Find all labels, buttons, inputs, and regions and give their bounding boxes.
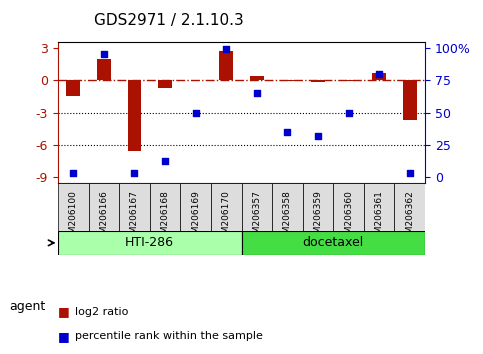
Text: GSM206166: GSM206166 [99,190,108,245]
FancyBboxPatch shape [211,183,242,231]
Point [70,171,77,176]
Text: GSM206168: GSM206168 [160,190,170,245]
Bar [341,80,355,81]
FancyBboxPatch shape [58,231,242,255]
Text: GSM206358: GSM206358 [283,190,292,245]
Bar [250,76,264,80]
Bar [66,80,80,96]
FancyBboxPatch shape [303,183,333,231]
FancyBboxPatch shape [242,231,425,255]
Bar [403,80,417,120]
Bar [219,51,233,80]
Text: docetaxel: docetaxel [303,236,364,249]
Point [406,171,413,176]
Point [375,71,383,76]
FancyBboxPatch shape [150,183,180,231]
Point [130,171,138,176]
Point [284,129,291,135]
Bar [158,80,172,88]
Point [314,133,322,139]
Bar [311,80,325,82]
Text: GSM206100: GSM206100 [69,190,78,245]
Bar [97,59,111,80]
Point [222,46,230,52]
Text: HTI-286: HTI-286 [125,236,174,249]
FancyBboxPatch shape [119,183,150,231]
FancyBboxPatch shape [364,183,395,231]
Text: percentile rank within the sample: percentile rank within the sample [75,331,263,341]
FancyBboxPatch shape [180,183,211,231]
FancyBboxPatch shape [88,183,119,231]
Bar [372,73,386,80]
Text: log2 ratio: log2 ratio [75,307,128,316]
Text: GSM206362: GSM206362 [405,190,414,245]
Text: ■: ■ [58,330,70,343]
Text: ■: ■ [58,305,70,318]
FancyBboxPatch shape [395,183,425,231]
Point [192,110,199,115]
Text: GSM206359: GSM206359 [313,190,323,245]
FancyBboxPatch shape [58,183,88,231]
FancyBboxPatch shape [272,183,303,231]
Text: GSM206361: GSM206361 [375,190,384,245]
Point [100,52,108,57]
Text: GSM206169: GSM206169 [191,190,200,245]
Point [345,110,353,115]
FancyBboxPatch shape [242,183,272,231]
Text: GSM206170: GSM206170 [222,190,231,245]
FancyBboxPatch shape [333,183,364,231]
Text: GSM206167: GSM206167 [130,190,139,245]
Text: GSM206360: GSM206360 [344,190,353,245]
Bar [128,80,142,152]
Point [161,158,169,163]
Bar [281,80,294,81]
Text: agent: agent [10,300,46,313]
Text: GDS2971 / 2.1.10.3: GDS2971 / 2.1.10.3 [94,13,244,28]
Text: GSM206357: GSM206357 [252,190,261,245]
Point [253,90,261,96]
